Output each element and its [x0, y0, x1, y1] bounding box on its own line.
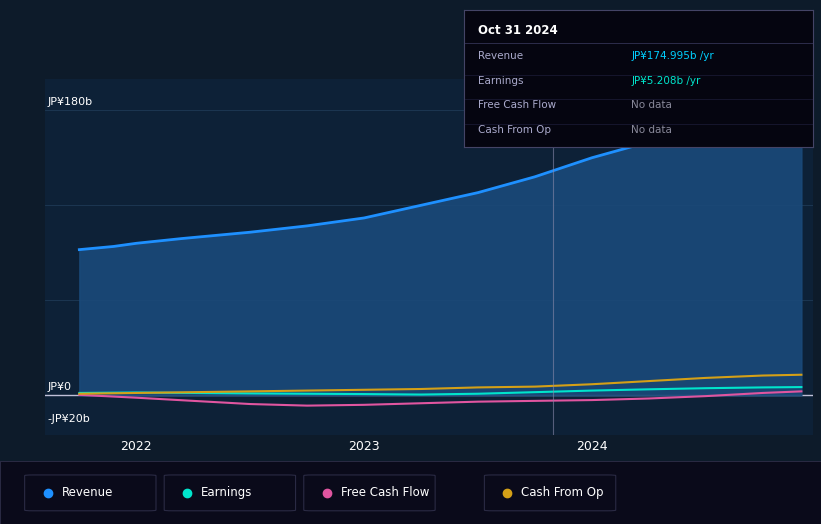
- Text: Past: Past: [790, 117, 812, 127]
- FancyBboxPatch shape: [304, 475, 435, 511]
- Text: JP¥174.995b /yr: JP¥174.995b /yr: [631, 51, 714, 61]
- Text: JP¥0: JP¥0: [48, 382, 71, 392]
- Text: Revenue: Revenue: [62, 486, 113, 499]
- Text: No data: No data: [631, 101, 672, 111]
- FancyBboxPatch shape: [25, 475, 156, 511]
- Text: Earnings: Earnings: [201, 486, 253, 499]
- Text: Free Cash Flow: Free Cash Flow: [478, 101, 556, 111]
- Text: Free Cash Flow: Free Cash Flow: [341, 486, 429, 499]
- Text: Cash From Op: Cash From Op: [478, 125, 551, 135]
- FancyBboxPatch shape: [164, 475, 296, 511]
- Text: Earnings: Earnings: [478, 76, 523, 86]
- Text: -JP¥20b: -JP¥20b: [48, 414, 90, 424]
- Text: No data: No data: [631, 125, 672, 135]
- Text: Cash From Op: Cash From Op: [521, 486, 603, 499]
- Text: JP¥5.208b /yr: JP¥5.208b /yr: [631, 76, 701, 86]
- Text: Revenue: Revenue: [478, 51, 523, 61]
- FancyBboxPatch shape: [484, 475, 616, 511]
- Text: JP¥180b: JP¥180b: [48, 97, 93, 107]
- Text: Oct 31 2024: Oct 31 2024: [478, 24, 557, 37]
